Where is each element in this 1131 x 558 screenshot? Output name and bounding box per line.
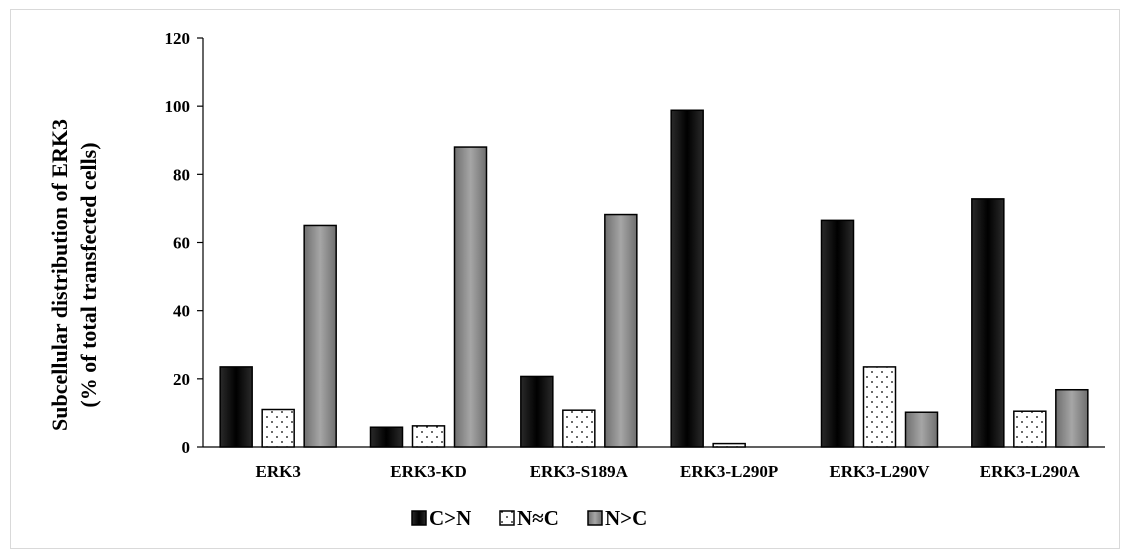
y-tick-label: 20 bbox=[173, 370, 190, 389]
x-tick-labels: ERK3 ERK3-KD ERK3-S189A ERK3-L290P ERK3-L290… bbox=[255, 462, 1080, 481]
bar-nc-erk3 bbox=[261, 408, 295, 448]
y-tick-label: 40 bbox=[173, 302, 190, 321]
legend-label: N>C bbox=[605, 506, 647, 530]
y-axis-label-line1: Subcellular distribution of ERK3 bbox=[47, 119, 72, 431]
legend-swatch bbox=[411, 510, 427, 526]
bar-nc-erk3-s189a bbox=[604, 213, 638, 448]
x-tick-label: ERK3-L290A bbox=[980, 462, 1081, 481]
axes: 0 20 40 60 80 100 120 bbox=[165, 29, 1105, 457]
legend-label: C>N bbox=[429, 506, 471, 530]
x-tick-label: ERK3-S189A bbox=[530, 462, 629, 481]
bar-cn-erk3-l290p bbox=[670, 109, 704, 448]
y-tick-label: 60 bbox=[173, 234, 190, 253]
x-tick-label: ERK3-KD bbox=[390, 462, 467, 481]
legend-swatch bbox=[499, 510, 515, 526]
chart-frame bbox=[10, 9, 1120, 549]
bar-nc-erk3-l290v bbox=[904, 411, 939, 448]
x-tick-label: ERK3-L290V bbox=[829, 462, 930, 481]
y-tick-label: 120 bbox=[165, 29, 191, 48]
bar-nc-erk3-kd bbox=[411, 425, 446, 448]
y-axis-label-line2: (% of total transfected cells) bbox=[76, 142, 101, 407]
legend-label: N≈C bbox=[517, 506, 559, 530]
bar-nc-erk3-kd bbox=[453, 146, 488, 448]
bar-cn-erk3 bbox=[219, 366, 253, 448]
x-tick-label: ERK3 bbox=[255, 462, 300, 481]
bar-nc-erk3-l290a bbox=[1013, 410, 1047, 448]
legend-swatch bbox=[587, 510, 603, 526]
y-tick-label: 0 bbox=[182, 438, 191, 457]
bar-nc-erk3-l290p bbox=[712, 442, 746, 448]
bar-cn-erk3-l290a bbox=[971, 198, 1005, 448]
bar-cn-erk3-l290v bbox=[820, 219, 855, 448]
bar-nc-erk3-s189a bbox=[562, 409, 596, 448]
bar-nc-erk3-l290v bbox=[862, 366, 897, 448]
bars-group bbox=[219, 109, 1089, 448]
legend: C>N N≈C N>C bbox=[411, 506, 647, 530]
bar-cn-erk3-kd bbox=[369, 426, 404, 448]
bar-cn-erk3-s189a bbox=[520, 375, 554, 448]
x-tick-label: ERK3-L290P bbox=[680, 462, 778, 481]
bar-nc-erk3 bbox=[303, 224, 337, 448]
y-tick-label: 80 bbox=[173, 165, 190, 184]
bar-nc-erk3-l290a bbox=[1055, 388, 1089, 448]
y-tick-label: 100 bbox=[165, 97, 191, 116]
